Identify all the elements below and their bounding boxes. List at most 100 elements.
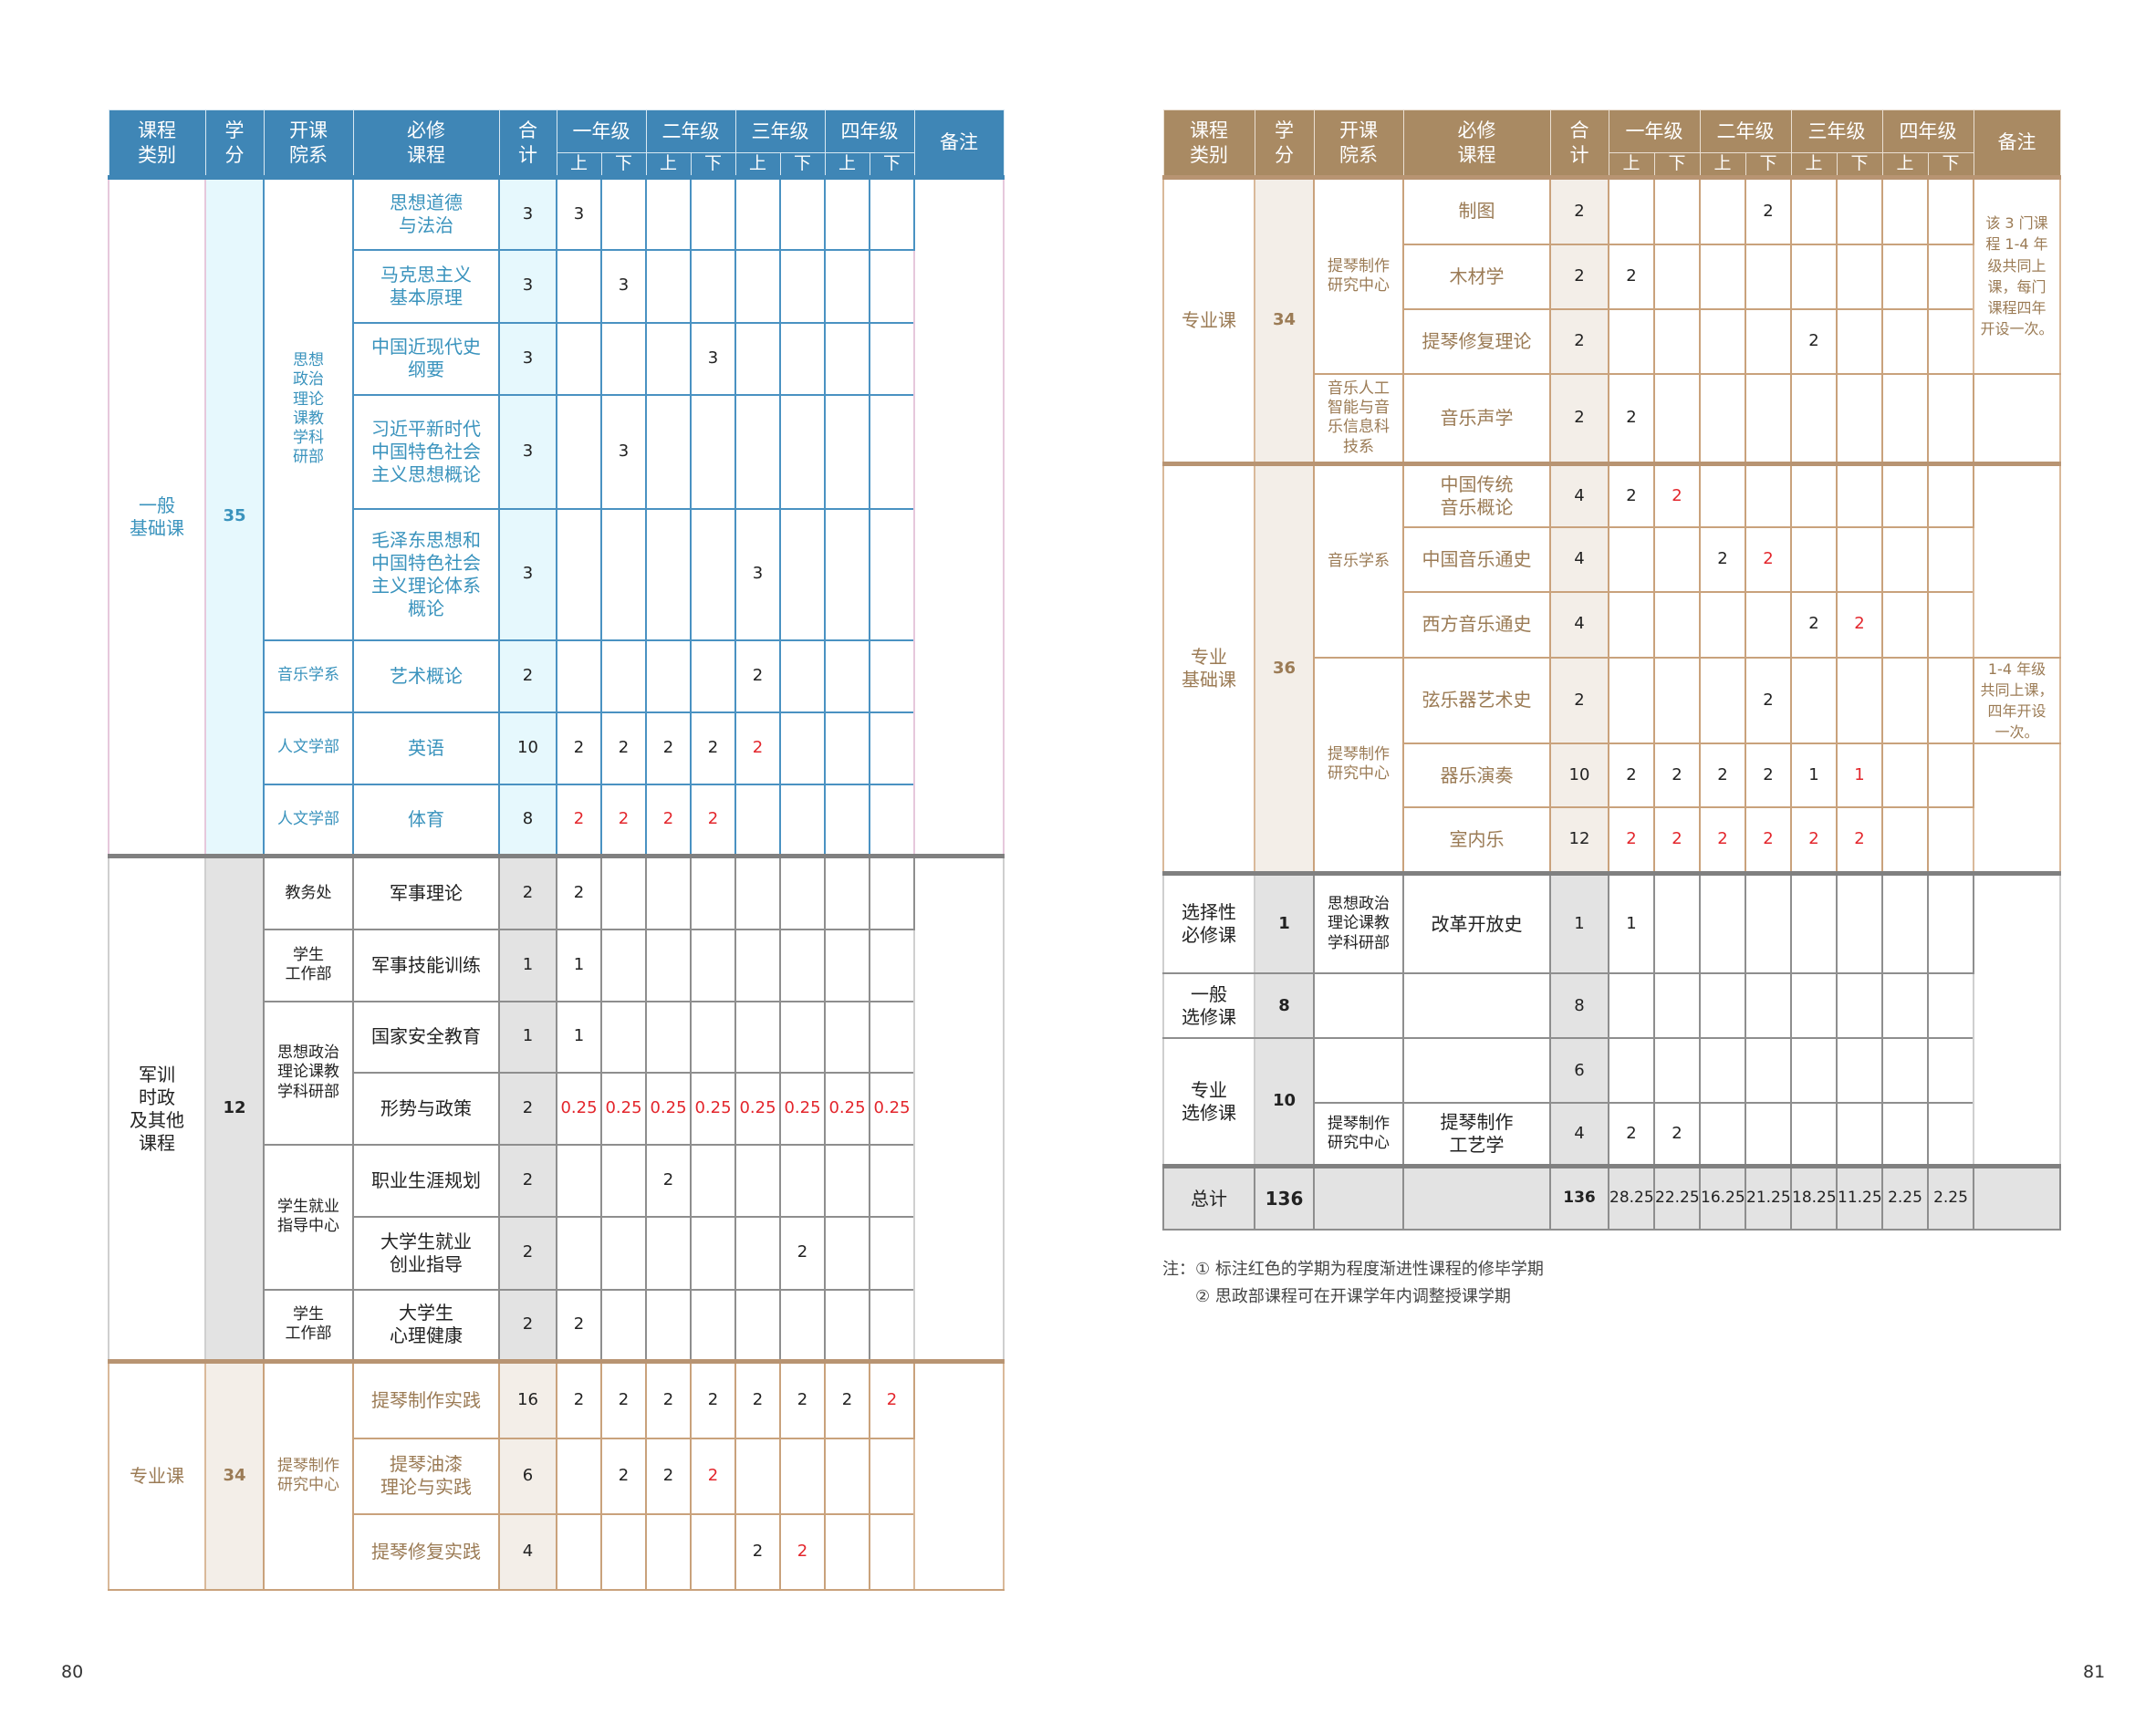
course-total: 4 <box>1549 1102 1609 1168</box>
semester-hours: 3 <box>600 248 647 324</box>
semester-hours <box>779 1288 826 1363</box>
semester-hours <box>824 711 870 785</box>
category-credits: 34 <box>1254 175 1315 465</box>
table-row: 人文学部 体育 8 2 2 2 2 <box>109 783 1004 857</box>
semester-hours <box>1745 1037 1792 1105</box>
course-name: 西方音乐通史 <box>1402 590 1551 659</box>
semester-hours <box>1927 525 1974 593</box>
semester-hours: 2 <box>1608 743 1655 809</box>
semester-hours <box>1790 243 1838 310</box>
semester-hours <box>1653 525 1701 593</box>
semester-hours <box>734 1143 781 1218</box>
semester-hours <box>1790 656 1838 745</box>
table-row: 形势与政策 2 0.25 0.25 0.25 0.25 0.25 0.25 0.25 0.25 <box>109 1071 1004 1146</box>
semester-hours: 2 <box>1699 743 1746 809</box>
semester-hours: 2 <box>1745 656 1792 745</box>
semester-hours <box>556 1215 602 1291</box>
offering-department: 思想政治 理论课教 学科研部 <box>263 1000 354 1146</box>
semester-hours <box>1745 307 1792 375</box>
semester-hours <box>1836 462 1883 528</box>
remark: 1-4 年级 共同上课， 四年开设 一次。 <box>1973 656 2061 745</box>
course-category: 专业课 <box>108 1359 206 1591</box>
semester-hours <box>645 1512 692 1591</box>
semester-hours: 2 <box>556 783 602 857</box>
semester-hours <box>1745 243 1792 310</box>
semester-hours <box>824 1143 870 1218</box>
total-remark-blank <box>1973 1163 2061 1231</box>
semester-hours <box>1836 870 1883 975</box>
semester-hours <box>1927 590 1974 659</box>
note-1: 注：① 标注红色的学期为程度渐进性课程的修毕学期 <box>1162 1260 1544 1279</box>
table-row: 大学生就业 创业指导 2 2 <box>109 1215 1004 1291</box>
semester-hours <box>690 248 736 324</box>
header-year: 三年级 <box>1790 109 1883 153</box>
course-total: 3 <box>498 248 557 324</box>
semester-hours <box>690 1215 736 1291</box>
header-category: 课程 类别 <box>108 109 206 178</box>
course-category: 专业 基础课 <box>1162 462 1255 875</box>
header-term: 上 <box>734 152 781 178</box>
course-total: 2 <box>1549 307 1609 375</box>
semester-hours: 2 <box>556 711 602 785</box>
semester-hours <box>690 507 736 641</box>
table-row: 专业课 34 提琴制作 研究中心 制图 2 2 该 3 门课 程 1-4 年 级共同上 课，… <box>1162 175 2061 465</box>
semester-hours <box>1653 590 1701 659</box>
header-year: 二年级 <box>1699 109 1792 153</box>
header-year: 四年级 <box>824 109 915 153</box>
semester-hours <box>556 639 602 713</box>
remark <box>1973 372 2061 465</box>
semester-hours <box>869 854 915 930</box>
semester-hours <box>1790 972 1838 1040</box>
semester-hours <box>1881 175 1929 245</box>
offering-department: 音乐学系 <box>1313 462 1404 659</box>
header-year: 四年级 <box>1881 109 1974 153</box>
header-year: 一年级 <box>1608 109 1701 153</box>
semester-hours <box>1836 307 1883 375</box>
semester-hours <box>556 1437 602 1515</box>
semester-hours <box>1927 243 1974 310</box>
course-total: 4 <box>1549 525 1609 593</box>
semester-hours <box>779 507 826 641</box>
semester-hours <box>1745 1102 1792 1168</box>
course-name: 体育 <box>352 783 500 857</box>
course-total: 2 <box>498 854 557 930</box>
header-credits: 学 分 <box>204 109 265 178</box>
header-term: 下 <box>779 152 826 178</box>
course-total: 10 <box>1549 743 1609 809</box>
semester-hours: 1 <box>556 1000 602 1074</box>
course-name: 改革开放史 <box>1402 870 1551 975</box>
table-row: 专业课 34 提琴制作 研究中心 提琴制作实践 16 2 2 2 2 2 2 2 2 <box>108 1359 1005 1591</box>
semester-hours <box>1836 1037 1883 1105</box>
semester-hours <box>1790 462 1838 528</box>
course-name: 提琴油漆 理论与实践 <box>352 1437 500 1515</box>
course-total: 8 <box>1549 972 1609 1040</box>
semester-hours: 2 <box>779 1215 826 1291</box>
header-total: 合 计 <box>498 109 557 178</box>
semester-hours <box>1699 870 1746 975</box>
course-total: 2 <box>498 1143 557 1218</box>
semester-hours <box>645 1288 692 1363</box>
header-department: 开课 院系 <box>1313 109 1404 178</box>
header-year: 一年级 <box>556 109 647 153</box>
semester-hours <box>1653 307 1701 375</box>
course-name: 室内乐 <box>1402 806 1551 875</box>
semester-hours <box>1608 175 1655 245</box>
table-row: 习近平新时代 中国特色社会 主义思想概论 3 3 <box>109 393 1004 510</box>
course-total: 6 <box>1549 1037 1609 1105</box>
semester-hours <box>645 639 692 713</box>
semester-hours <box>600 639 647 713</box>
semester-hours: 1 <box>1790 743 1838 809</box>
course-total: 4 <box>498 1512 557 1591</box>
course-name <box>1402 972 1551 1040</box>
course-total: 2 <box>498 1071 557 1146</box>
semester-total: 11.25 <box>1836 1163 1883 1231</box>
course-total: 3 <box>498 321 557 396</box>
semester-hours <box>779 1143 826 1218</box>
semester-hours <box>869 1215 915 1291</box>
semester-hours <box>779 321 826 396</box>
semester-hours <box>1653 1037 1701 1105</box>
semester-hours <box>1927 372 1974 465</box>
course-name: 职业生涯规划 <box>352 1143 500 1218</box>
table-row: 一般 基础课 35 思想 政治 理论 课教 学科 研部 思想道德 与法治 3 3 <box>108 175 1005 857</box>
header-term: 下 <box>600 152 647 178</box>
